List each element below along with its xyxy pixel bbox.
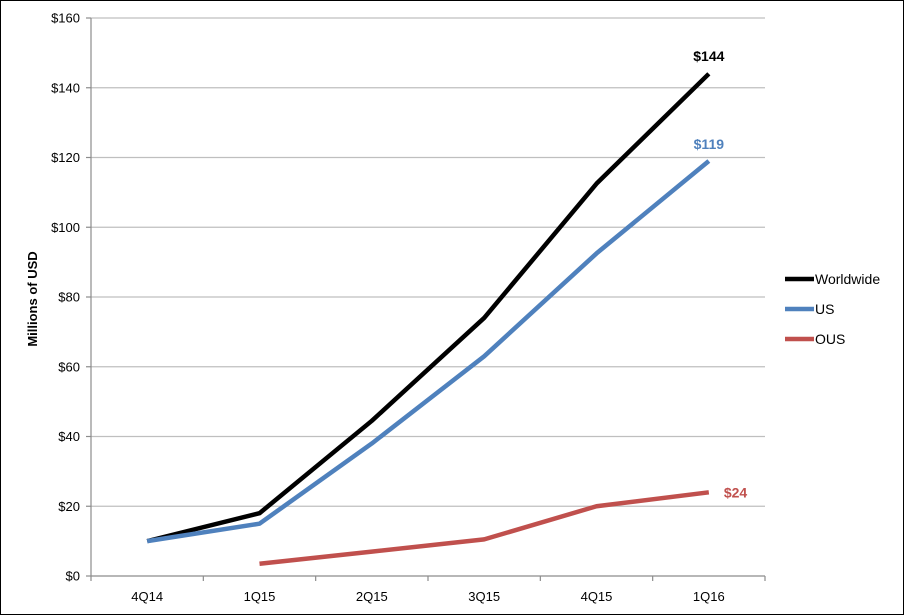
legend: Worldwide US OUS bbox=[785, 271, 880, 347]
y-tick-label-6: $120 bbox=[51, 150, 80, 165]
y-axis-label: Millions of USD bbox=[25, 251, 40, 346]
x-tick-labels: 4Q14 1Q15 2Q15 3Q15 4Q15 1Q16 bbox=[131, 589, 724, 604]
series-line-us bbox=[146, 159, 711, 544]
axes bbox=[86, 17, 766, 581]
end-label-ous: $24 bbox=[724, 484, 748, 500]
y-tick-label-5: $100 bbox=[51, 220, 80, 235]
series-line-worldwide bbox=[146, 72, 711, 544]
end-labels: $144 $119 $24 bbox=[693, 48, 748, 500]
legend-label-ous: OUS bbox=[815, 331, 845, 347]
legend-label-us: US bbox=[815, 301, 834, 317]
x-tick-label-1: 1Q15 bbox=[244, 589, 276, 604]
end-label-us: $119 bbox=[694, 136, 725, 152]
x-tick-label-3: 3Q15 bbox=[468, 589, 500, 604]
y-tick-label-2: $40 bbox=[58, 429, 80, 444]
x-tick-label-5: 1Q16 bbox=[693, 589, 725, 604]
y-tick-label-0: $0 bbox=[66, 569, 80, 584]
series-lines bbox=[146, 72, 711, 567]
end-label-worldwide: $144 bbox=[693, 48, 724, 64]
y-tick-label-7: $140 bbox=[51, 80, 80, 95]
x-tick-label-0: 4Q14 bbox=[131, 589, 163, 604]
x-tick-label-2: 2Q15 bbox=[356, 589, 388, 604]
x-tick-label-4: 4Q15 bbox=[581, 589, 613, 604]
y-tick-label-3: $60 bbox=[58, 359, 80, 374]
gridlines bbox=[91, 17, 765, 507]
y-tick-label-4: $80 bbox=[58, 290, 80, 305]
y-tick-labels: $0 $20 $40 $60 $80 $100 $120 $140 $160 bbox=[51, 11, 80, 584]
y-tick-label-8: $160 bbox=[51, 11, 80, 26]
legend-label-worldwide: Worldwide bbox=[815, 271, 880, 287]
y-tick-label-1: $20 bbox=[58, 499, 80, 514]
series-line-ous bbox=[259, 490, 710, 567]
